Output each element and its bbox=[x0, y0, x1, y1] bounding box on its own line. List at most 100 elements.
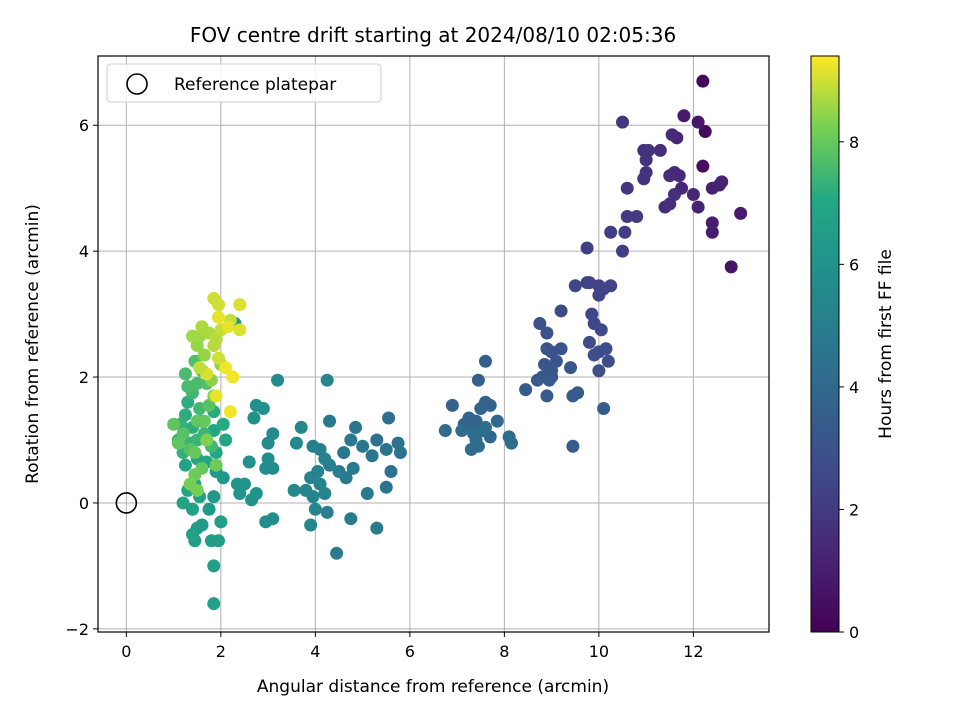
data-point bbox=[616, 244, 630, 258]
data-point bbox=[478, 354, 492, 368]
data-point bbox=[245, 493, 259, 507]
data-point bbox=[587, 348, 601, 362]
data-point bbox=[337, 446, 351, 460]
data-point bbox=[592, 288, 606, 302]
data-point bbox=[226, 370, 240, 384]
data-point bbox=[304, 518, 318, 532]
y-tick-label: 6 bbox=[79, 116, 89, 135]
data-point bbox=[214, 515, 228, 529]
legend-box bbox=[106, 63, 382, 103]
data-point bbox=[186, 527, 200, 541]
data-point bbox=[233, 487, 247, 501]
data-point bbox=[467, 427, 481, 441]
colorbar-tick-label: 8 bbox=[849, 133, 859, 152]
data-point bbox=[504, 436, 518, 450]
data-point bbox=[323, 414, 337, 428]
data-point bbox=[566, 439, 580, 453]
data-point bbox=[592, 364, 606, 378]
data-point bbox=[604, 279, 618, 293]
legend-marker bbox=[126, 73, 148, 95]
data-point bbox=[256, 402, 270, 416]
data-point bbox=[294, 420, 308, 434]
data-point bbox=[554, 304, 568, 318]
legend: Reference platepar bbox=[106, 63, 382, 103]
data-point bbox=[360, 487, 374, 501]
data-point bbox=[289, 436, 303, 450]
data-point bbox=[384, 464, 398, 478]
data-point bbox=[344, 512, 358, 526]
data-point bbox=[183, 477, 197, 491]
data-point bbox=[705, 216, 719, 230]
data-point bbox=[332, 464, 346, 478]
data-point bbox=[219, 361, 233, 375]
x-axis-ticks: 0 2 4 6 8 10 12 bbox=[121, 632, 704, 661]
colorbar-tick-label: 2 bbox=[849, 500, 859, 519]
data-point bbox=[438, 424, 452, 438]
y-axis-label: Rotation from reference (arcmin) bbox=[23, 204, 43, 484]
x-tick-label: 6 bbox=[405, 642, 415, 661]
colorbar-ticks: 0 2 4 6 8 bbox=[839, 133, 859, 642]
x-axis-label: Angular distance from reference (arcmin) bbox=[257, 677, 609, 697]
y-tick-label: 0 bbox=[79, 494, 89, 513]
y-tick-label: −2 bbox=[65, 620, 89, 639]
data-point bbox=[330, 546, 344, 560]
data-point bbox=[734, 206, 748, 220]
x-tick-label: 12 bbox=[683, 642, 703, 661]
data-point bbox=[618, 225, 632, 239]
data-point bbox=[724, 260, 738, 274]
data-point bbox=[464, 442, 478, 456]
data-point bbox=[554, 342, 568, 356]
data-point bbox=[582, 335, 596, 349]
data-point bbox=[202, 502, 216, 516]
data-point bbox=[445, 398, 459, 412]
data-point bbox=[691, 200, 705, 214]
data-point bbox=[233, 323, 247, 337]
data-point bbox=[207, 597, 221, 611]
data-point bbox=[197, 414, 211, 428]
data-point bbox=[219, 433, 233, 447]
data-point bbox=[653, 143, 667, 157]
data-point bbox=[318, 487, 332, 501]
data-point bbox=[320, 505, 334, 519]
data-point bbox=[597, 402, 611, 416]
data-point bbox=[287, 483, 301, 497]
data-point bbox=[259, 461, 273, 475]
data-point bbox=[696, 74, 710, 88]
data-point bbox=[186, 502, 200, 516]
data-point bbox=[455, 424, 469, 438]
data-point bbox=[620, 181, 634, 195]
data-point bbox=[705, 225, 719, 239]
data-point bbox=[665, 128, 679, 142]
data-point bbox=[261, 436, 275, 450]
data-point bbox=[370, 433, 384, 447]
data-point bbox=[471, 373, 485, 387]
data-point bbox=[519, 383, 533, 397]
data-point bbox=[259, 515, 273, 529]
data-point bbox=[639, 153, 653, 167]
data-point bbox=[594, 323, 608, 337]
data-point bbox=[542, 373, 556, 387]
x-tick-label: 0 bbox=[121, 642, 131, 661]
data-points bbox=[167, 74, 748, 611]
data-point bbox=[193, 361, 207, 375]
data-point bbox=[667, 187, 681, 201]
data-point bbox=[533, 317, 547, 331]
data-point bbox=[223, 405, 237, 419]
x-tick-label: 8 bbox=[499, 642, 509, 661]
data-point bbox=[211, 310, 225, 324]
data-point bbox=[370, 521, 384, 535]
data-point bbox=[306, 439, 320, 453]
plot-frame bbox=[97, 55, 770, 633]
y-tick-label: 2 bbox=[79, 368, 89, 387]
data-point bbox=[601, 354, 615, 368]
data-point bbox=[715, 175, 729, 189]
data-point bbox=[299, 483, 313, 497]
data-point bbox=[620, 210, 634, 224]
data-point bbox=[663, 169, 677, 183]
data-point bbox=[540, 326, 554, 340]
data-point bbox=[211, 298, 225, 312]
legend-label: Reference platepar bbox=[174, 75, 336, 95]
colorbar bbox=[810, 55, 840, 633]
data-point bbox=[320, 373, 334, 387]
